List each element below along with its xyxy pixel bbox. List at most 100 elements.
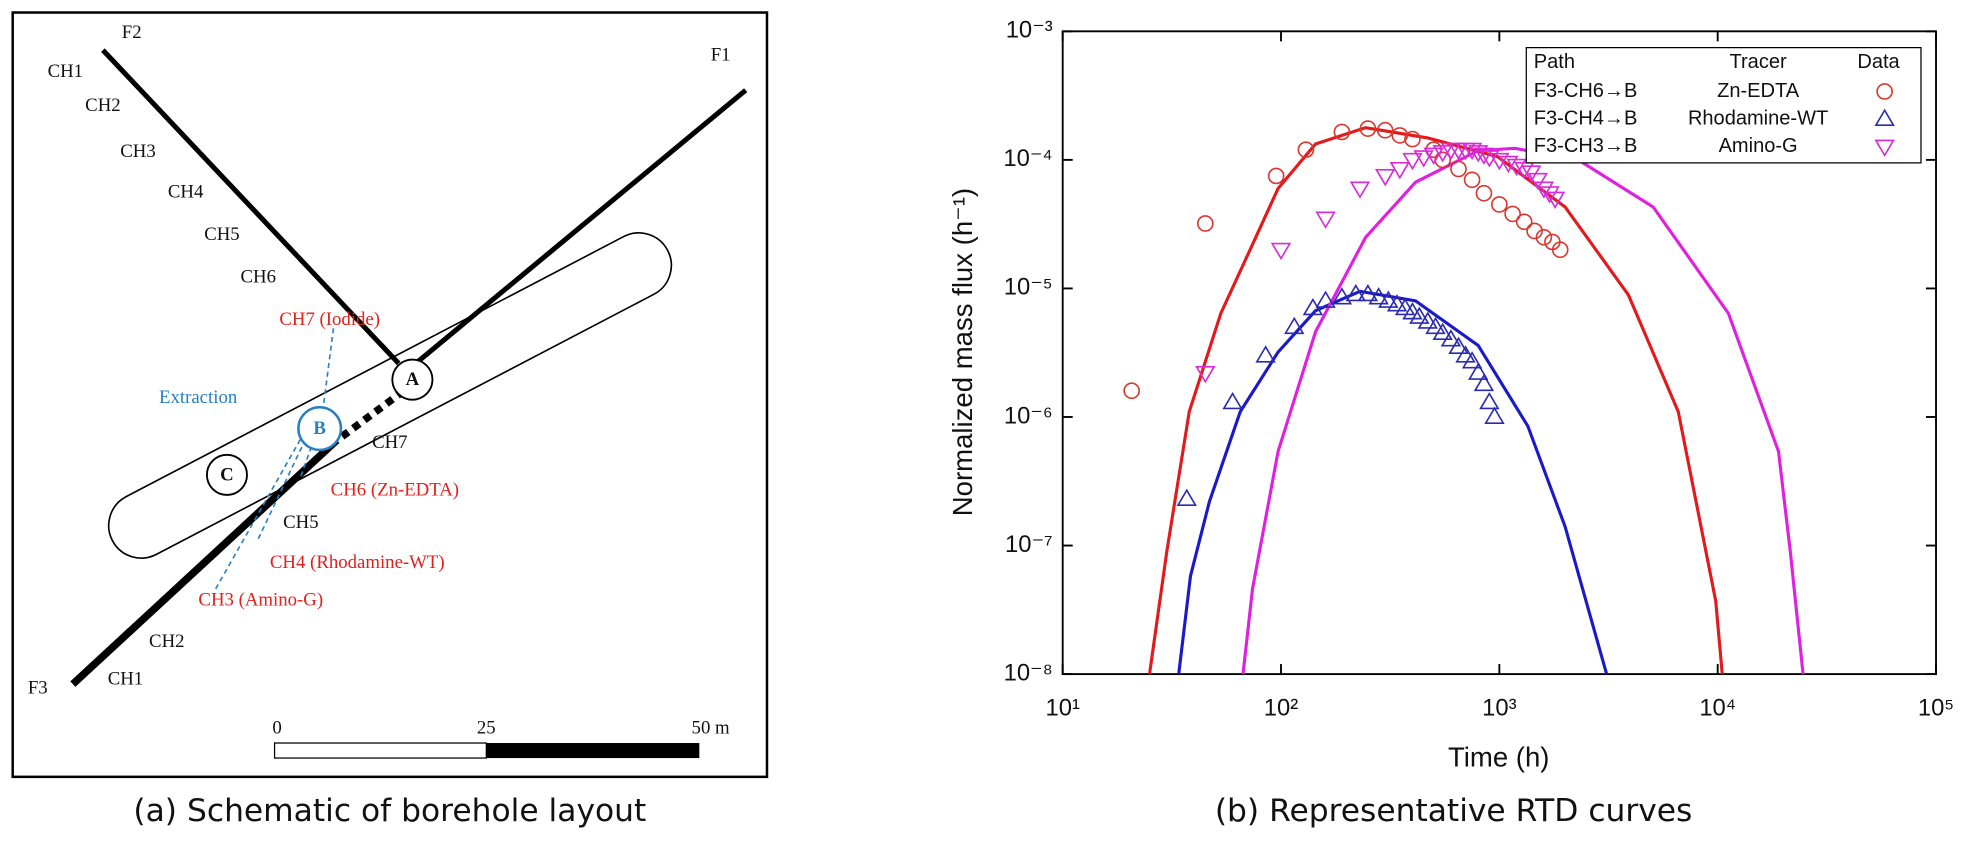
channel-label: CH4 — [168, 181, 204, 202]
y-tick-label: 10⁻⁶ — [1004, 402, 1053, 429]
tunnel — [107, 232, 673, 559]
x-tick-label: 10² — [1264, 694, 1298, 721]
borehole-b — [297, 405, 343, 452]
borehole-label: B — [313, 418, 326, 439]
borehole-label: C — [220, 464, 234, 485]
fracture-f1 — [402, 88, 748, 376]
frame — [11, 11, 769, 779]
scale-label: 25 — [477, 718, 496, 739]
channel-label: CH3 — [120, 141, 155, 162]
channel-label: CH5 — [204, 224, 239, 245]
data-point — [1504, 205, 1521, 223]
data-point — [1196, 215, 1214, 232]
legend-marker — [1876, 83, 1893, 100]
fit-curve — [1177, 289, 1609, 675]
legend-path: F3-CH4→B — [1534, 107, 1638, 129]
legend-box — [1525, 46, 1922, 164]
data-point — [1404, 130, 1421, 148]
data-point — [1461, 351, 1483, 369]
channel-label: CH7 — [372, 432, 407, 453]
y-tick-label: 10⁻⁸ — [1004, 659, 1053, 686]
data-point — [1270, 242, 1292, 261]
extraction-label: Extraction — [159, 387, 238, 408]
x-tick-label: 10⁵ — [1918, 694, 1954, 721]
data-point — [1394, 297, 1416, 316]
data-point — [1297, 141, 1315, 159]
injection-label: CH7 (Iodide) — [279, 309, 380, 330]
data-point — [1484, 406, 1505, 424]
data-point — [1195, 366, 1216, 384]
caption: (b) Representative RTD curves — [1215, 793, 1693, 829]
data-point — [1544, 191, 1566, 209]
data-point — [1551, 241, 1569, 259]
fit-curve — [1147, 126, 1724, 675]
legend-marker — [1874, 108, 1895, 126]
data-point — [1535, 228, 1553, 246]
channel-label: CH1 — [108, 669, 143, 690]
data-point — [1345, 283, 1366, 302]
data-point — [1432, 322, 1453, 340]
data-point — [1463, 171, 1481, 189]
channel-label: CH2 — [85, 95, 120, 116]
injection-label: CH6 (Zn-EDTA) — [331, 479, 459, 500]
x-tick-label: 10⁴ — [1699, 694, 1736, 721]
data-point — [1498, 155, 1519, 174]
data-point — [1386, 294, 1408, 312]
data-point — [1448, 336, 1469, 355]
data-point — [1389, 161, 1411, 180]
legend-path: F3-CH6→B — [1534, 80, 1638, 102]
data-point — [1527, 172, 1548, 191]
data-point — [1368, 287, 1389, 305]
fit-curve — [1241, 146, 1805, 675]
data-point — [1333, 123, 1351, 141]
legend-header: Data — [1857, 51, 1900, 73]
data-point — [1267, 167, 1285, 185]
scale-label: 50 m — [692, 718, 730, 739]
data-point — [1489, 152, 1510, 171]
data-point — [1315, 211, 1336, 229]
data-point — [1440, 329, 1462, 347]
legend-tracer: Rhodamine-WT — [1688, 107, 1828, 129]
data-point — [1391, 127, 1409, 144]
scale-label: 0 — [272, 718, 281, 739]
y-tick-label: 10⁻⁷ — [1005, 531, 1053, 558]
legend-tracer: Amino-G — [1719, 135, 1798, 157]
y-tick-label: 10⁻³ — [1006, 17, 1053, 44]
channel-label: CH5 — [283, 512, 318, 533]
data-point — [1409, 306, 1430, 324]
data-point — [1255, 345, 1276, 363]
injection-label: CH4 (Rhodamine-WT) — [270, 552, 445, 573]
data-point — [1514, 161, 1535, 180]
y-axis-label: Normalized mass flux (h⁻¹) — [947, 188, 978, 516]
channel-label: CH6 — [241, 266, 276, 287]
y-tick-label: 10⁻⁴ — [1003, 145, 1052, 172]
fracture-label: F2 — [122, 22, 142, 43]
data-point — [1123, 382, 1141, 400]
fracture-label: F1 — [711, 45, 731, 66]
y-tick-label: 10⁻⁵ — [1004, 274, 1053, 301]
data-point — [1479, 391, 1500, 410]
data-point — [1222, 391, 1243, 410]
legend-path: F3-CH3→B — [1534, 135, 1638, 157]
data-point — [1402, 152, 1423, 171]
fracture-f3-dotted — [333, 387, 406, 445]
injection-label: CH3 (Amino-G) — [198, 590, 323, 611]
fracture-f2 — [101, 48, 401, 366]
data-point — [1475, 184, 1493, 202]
x-axis-label: Time (h) — [1448, 742, 1550, 773]
channel-label: CH2 — [149, 631, 184, 652]
borehole-a — [391, 358, 434, 401]
data-point — [1515, 213, 1533, 231]
legend-header: Tracer — [1730, 51, 1787, 73]
data-point — [1423, 147, 1444, 165]
layout-diagram: A B C F1 F2 F3 CH1 CH2 CH3 CH4 CH5 CH6 C… — [11, 11, 769, 829]
data-point — [1349, 181, 1371, 199]
scale-bar-white — [273, 742, 487, 759]
data-point — [1376, 121, 1394, 139]
data-point — [1491, 196, 1508, 213]
data-point — [1176, 488, 1197, 506]
fracture-f3 — [70, 438, 339, 687]
flow-arrows — [214, 328, 335, 590]
data-point — [1455, 345, 1476, 363]
